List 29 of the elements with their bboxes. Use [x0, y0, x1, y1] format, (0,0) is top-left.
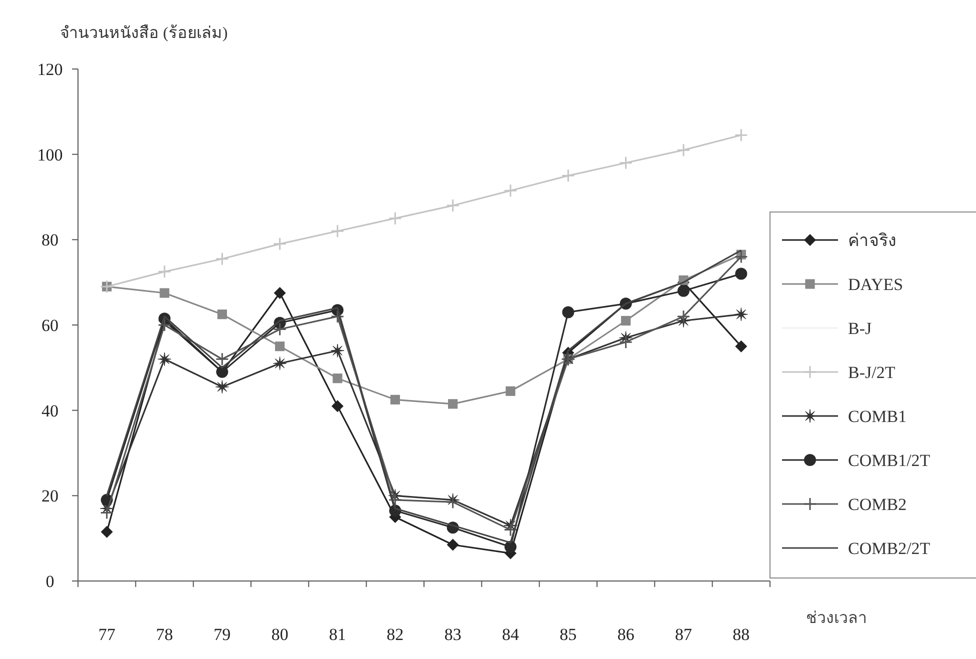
legend-label: COMB1 [848, 407, 907, 426]
legend-label: B-J [848, 319, 872, 338]
y-tick-label: 20 [42, 486, 58, 506]
x-tick-label: 80 [271, 625, 288, 644]
x-tick-label: 87 [675, 625, 692, 644]
legend-label: COMB2/2T [848, 539, 931, 558]
y-tick-label: 0 [46, 572, 54, 591]
y-tick-label: 60 [42, 316, 58, 335]
legend-label: DAYES [848, 275, 904, 294]
y-axis-title: จำนวนหนังสือ (ร้อยเล่ม) [60, 24, 228, 42]
y-tick-label: 40 [42, 401, 58, 420]
y-tick-label: 80 [42, 230, 58, 250]
x-tick-label: 88 [732, 625, 750, 644]
legend-label: B-J/2T [848, 363, 896, 382]
x-tick-label: 82 [386, 625, 404, 644]
x-tick-label: 86 [617, 625, 634, 644]
x-tick-label: 84 [502, 625, 520, 644]
legend-label: ค่าจริง [848, 231, 896, 250]
x-tick-label: 78 [156, 625, 173, 644]
x-tick-label: 79 [214, 625, 231, 644]
x-tick-label: 77 [98, 625, 116, 644]
x-tick-label: 81 [329, 625, 346, 644]
y-tick-label: 100 [37, 145, 63, 164]
legend-label: COMB2 [848, 495, 907, 514]
x-tick-label: 83 [444, 625, 462, 644]
x-tick-label: 85 [560, 625, 577, 644]
x-axis-title: ช่วงเวลา [806, 610, 867, 627]
legend-label: COMB1/2T [848, 451, 931, 470]
y-tick-label: 120 [37, 60, 63, 79]
